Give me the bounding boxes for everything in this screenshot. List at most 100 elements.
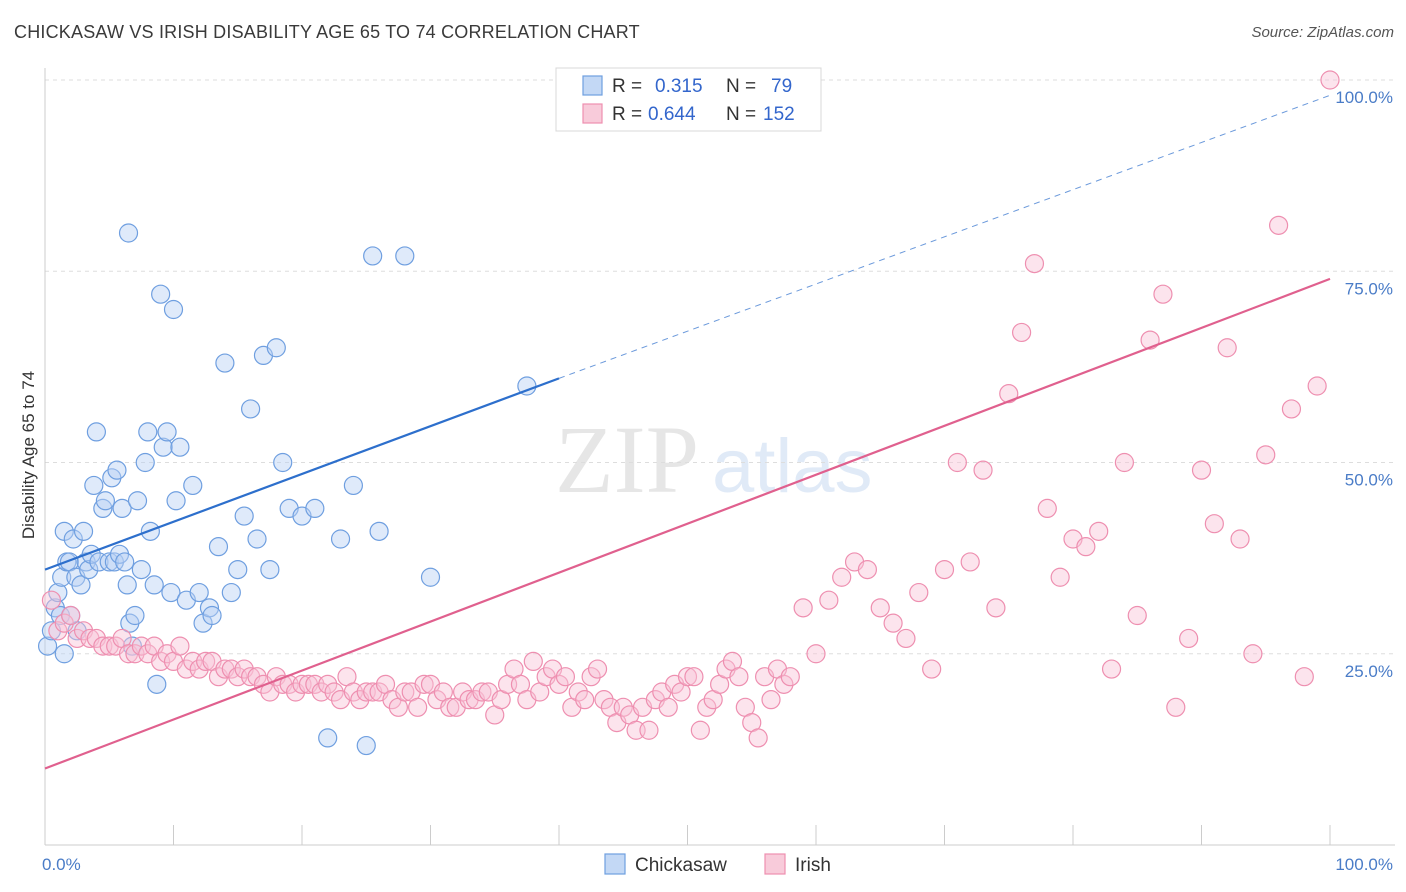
irish-point-75 xyxy=(523,651,543,672)
chickasaw-point-43 xyxy=(157,422,177,442)
irish-point-3 xyxy=(61,605,81,626)
chickasaw-point-36 xyxy=(135,452,155,473)
legend-r-value-1: 0.315 xyxy=(655,76,703,97)
chickasaw-point-75 xyxy=(420,567,441,587)
source-label: Source: ZipAtlas.com xyxy=(1251,24,1394,41)
chickasaw-point-22 xyxy=(95,491,115,511)
chickasaw-point-69 xyxy=(330,529,351,549)
irish-point-121 xyxy=(857,559,878,580)
chickasaw-point-30 xyxy=(117,575,137,595)
irish-point-154 xyxy=(1281,399,1302,419)
irish-point-79 xyxy=(549,674,569,694)
irish-point-148 xyxy=(1204,514,1224,534)
y-tick-label-0: 25.0% xyxy=(1345,662,1393,681)
watermark-atlas: atlas xyxy=(712,424,873,509)
bottom-legend: Chickasaw Irish xyxy=(604,853,831,876)
irish-point-156 xyxy=(1307,376,1327,396)
irish-point-157 xyxy=(1320,70,1340,90)
legend-r-value-2: 0.644 xyxy=(648,104,696,125)
irish-point-24 xyxy=(196,651,216,672)
chickasaw-point-73 xyxy=(369,521,389,541)
chickasaw-trend-extension xyxy=(558,94,1331,379)
legend-r-label-1: R = xyxy=(612,76,642,97)
watermark: ZIP atlas xyxy=(555,406,873,513)
y-axis-label: Disability Age 65 to 74 xyxy=(19,371,38,539)
chart-title: CHICKASAW VS IRISH DISABILITY AGE 65 TO … xyxy=(14,22,640,42)
chickasaw-point-21 xyxy=(93,498,113,518)
chickasaw-point-74 xyxy=(395,246,415,266)
irish-point-89 xyxy=(613,697,633,717)
chickasaw-point-40 xyxy=(147,674,167,694)
chickasaw-point-77 xyxy=(118,223,139,243)
chickasaw-point-62 xyxy=(260,559,280,580)
irish-point-112 xyxy=(761,690,781,710)
irish-point-114 xyxy=(774,674,794,694)
irish-point-131 xyxy=(986,598,1006,618)
chickasaw-point-67 xyxy=(305,498,325,518)
chickasaw-point-3 xyxy=(48,582,68,603)
chickasaw-point-20 xyxy=(89,552,109,572)
chickasaw-point-72 xyxy=(363,246,383,266)
irish-point-125 xyxy=(909,582,929,603)
chickasaw-point-39 xyxy=(144,575,164,595)
chickasaw-point-44 xyxy=(161,582,181,603)
legend-swatch-irish xyxy=(582,103,603,124)
y-tick-label-3: 100.0% xyxy=(1335,88,1393,107)
irish-point-126 xyxy=(922,659,942,679)
chickasaw-point-78 xyxy=(54,644,74,664)
chickasaw-point-0 xyxy=(37,636,58,656)
chickasaw-point-58 xyxy=(234,506,254,526)
chickasaw-point-59 xyxy=(241,399,261,419)
irish-point-43 xyxy=(318,674,338,694)
chickasaw-point-46 xyxy=(166,491,186,511)
irish-point-146 xyxy=(1179,628,1199,649)
chickasaw-point-55 xyxy=(215,353,235,373)
y-tick-label-1: 50.0% xyxy=(1345,471,1393,490)
irish-point-117 xyxy=(806,644,826,664)
irish-point-136 xyxy=(1050,567,1070,587)
irish-point-122 xyxy=(870,598,890,618)
chickasaw-point-13 xyxy=(71,575,91,595)
bottom-legend-irish: Irish xyxy=(795,855,831,876)
chickasaw-point-52 xyxy=(199,598,220,618)
grid-lines xyxy=(45,79,1395,655)
irish-point-155 xyxy=(1294,667,1314,687)
irish-point-101 xyxy=(690,720,710,740)
chickasaw-point-18 xyxy=(84,475,104,496)
chickasaw-point-41 xyxy=(151,284,171,304)
irish-point-1 xyxy=(48,621,68,641)
chickasaw-point-34 xyxy=(127,491,148,511)
irish-point-123 xyxy=(883,613,903,633)
legend-n-value-1: 79 xyxy=(771,76,792,97)
chickasaw-point-47 xyxy=(170,437,190,457)
irish-point-147 xyxy=(1191,460,1212,480)
trend-lines xyxy=(44,94,1331,770)
irish-point-107 xyxy=(729,667,749,687)
chickasaw-point-60 xyxy=(247,529,267,549)
watermark-zip: ZIP xyxy=(555,406,699,513)
chickasaw-point-5 xyxy=(52,567,72,587)
chickasaw-point-45 xyxy=(163,299,184,320)
irish-point-110 xyxy=(748,728,768,748)
irish-point-0 xyxy=(41,590,62,610)
chickasaw-point-37 xyxy=(138,422,158,442)
chickasaw-point-26 xyxy=(107,460,127,480)
irish-point-129 xyxy=(960,552,980,572)
irish-point-138 xyxy=(1076,537,1096,557)
chickasaw-point-50 xyxy=(189,582,209,603)
irish-point-116 xyxy=(793,598,813,618)
chickasaw-trend-line xyxy=(44,377,560,571)
tick-labels: 25.0% 50.0% 75.0% 100.0% 0.0% 100.0% xyxy=(42,88,1393,874)
chickasaw-point-54 xyxy=(208,537,229,557)
irish-point-44 xyxy=(324,682,344,702)
irish-point-84 xyxy=(581,667,601,687)
irish-point-85 xyxy=(587,659,608,679)
irish-point-142 xyxy=(1127,605,1147,626)
chickasaw-point-10 xyxy=(63,529,83,549)
irish-point-32 xyxy=(247,667,267,687)
irish-point-135 xyxy=(1037,498,1057,518)
irish-point-130 xyxy=(973,460,993,480)
legend-r-label-2: R = xyxy=(612,104,642,125)
axes xyxy=(44,68,1395,846)
irish-point-2 xyxy=(54,613,74,633)
